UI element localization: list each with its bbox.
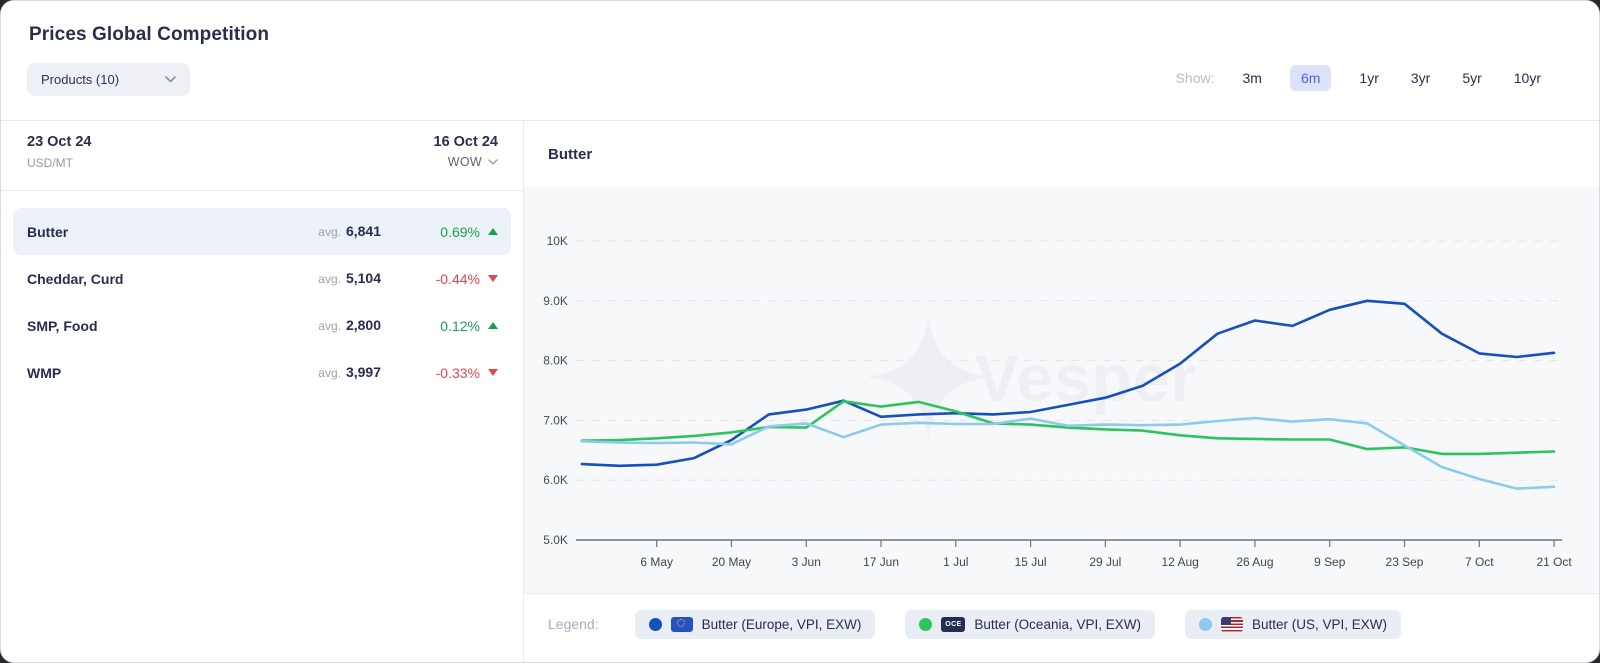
compare-date: 16 Oct 24 — [433, 134, 499, 150]
trend-down-icon — [488, 275, 498, 282]
product-row-wmp[interactable]: WMP avg. 3,997 -0.33% — [1, 349, 523, 396]
trend-up-icon — [488, 228, 498, 235]
svg-text:1 Jul: 1 Jul — [943, 555, 968, 569]
chart-panel: Butter Vesper 10K 9.0K 8.0K 7.0K 6.0K 5.0K 6 M… — [524, 121, 1599, 662]
change-percent: -0.44% — [435, 270, 480, 287]
products-dropdown[interactable]: Products (10) — [27, 63, 190, 96]
product-name: Butter — [27, 223, 69, 240]
svg-text:3 Jun: 3 Jun — [792, 555, 821, 569]
price-chart-area: Vesper 10K 9.0K 8.0K 7.0K 6.0K 5.0K 6 May 20 Ma… — [524, 187, 1599, 593]
svg-text:7 Oct: 7 Oct — [1465, 555, 1494, 569]
product-row-smp-food[interactable]: SMP, Food avg. 2,800 0.12% — [1, 302, 523, 349]
us-flag-icon — [1220, 616, 1243, 632]
time-range-5yr[interactable]: 5yr — [1462, 70, 1482, 86]
change-percent: 0.12% — [440, 317, 480, 334]
oceania-flag-icon: OCE — [941, 616, 966, 632]
svg-text:10K: 10K — [547, 234, 568, 248]
svg-text:7.0K: 7.0K — [543, 413, 568, 427]
price-chart: Vesper 10K 9.0K 8.0K 7.0K 6.0K 5.0K 6 May 20 Ma… — [543, 234, 1572, 569]
change-percent: -0.33% — [435, 364, 480, 381]
svg-text:6.0K: 6.0K — [543, 473, 568, 487]
product-row-butter[interactable]: Butter avg. 6,841 0.69% — [1, 208, 523, 255]
unit-label: USD/MT — [27, 156, 73, 170]
show-label: Show: — [1175, 70, 1215, 86]
legend-item-us[interactable]: Butter (US, VPI, EXW) — [1184, 609, 1402, 639]
panel-divider — [523, 121, 524, 662]
svg-text:5.0K: 5.0K — [543, 533, 568, 547]
legend-item-label: Butter (Oceania, VPI, EXW) — [974, 616, 1141, 632]
product-name: SMP, Food — [27, 317, 98, 334]
product-name: Cheddar, Curd — [27, 270, 124, 287]
comparison-panel-header: 23 Oct 24 USD/MT 16 Oct 24 WOW — [1, 121, 523, 191]
oceania-series-dot — [919, 617, 933, 631]
avg-value: 6,841 — [345, 222, 381, 239]
svg-text:12 Aug: 12 Aug — [1162, 555, 1199, 569]
avg-label: avg. — [318, 318, 341, 333]
time-range-3yr[interactable]: 3yr — [1410, 70, 1431, 86]
trend-up-icon — [488, 322, 498, 329]
time-range-3m[interactable]: 3m — [1242, 70, 1262, 86]
svg-text:26 Aug: 26 Aug — [1236, 555, 1273, 569]
europe-series-dot — [648, 617, 662, 631]
change-percent: 0.69% — [440, 223, 480, 240]
time-range-6m[interactable]: 6m — [1289, 65, 1332, 91]
time-range-10yr[interactable]: 10yr — [1513, 70, 1541, 86]
compare-mode-dropdown[interactable]: WOW — [434, 155, 499, 169]
chevron-down-icon — [488, 159, 498, 165]
chart-title: Butter — [548, 145, 593, 163]
avg-value: 5,104 — [345, 269, 381, 286]
legend-item-oceania[interactable]: OCE Butter (Oceania, VPI, EXW) — [905, 609, 1155, 639]
legend-item-label: Butter (US, VPI, EXW) — [1251, 616, 1388, 632]
svg-text:6 May: 6 May — [640, 555, 673, 569]
eu-flag-icon — [670, 616, 693, 632]
avg-value: 2,800 — [345, 316, 381, 333]
svg-text:8.0K: 8.0K — [543, 354, 568, 368]
svg-text:9.0K: 9.0K — [543, 294, 568, 308]
svg-text:Vesper: Vesper — [975, 341, 1197, 415]
time-range-selector: Show: 3m 6m 1yr 3yr 5yr 10yr — [1176, 65, 1545, 91]
legend-item-europe[interactable]: Butter (Europe, VPI, EXW) — [634, 609, 876, 639]
svg-text:9 Sep: 9 Sep — [1314, 555, 1346, 569]
product-name: WMP — [27, 364, 62, 381]
header: Prices Global Competition Products (10) … — [1, 1, 1599, 121]
chevron-down-icon — [165, 76, 176, 83]
svg-text:17 Jun: 17 Jun — [863, 555, 899, 569]
us-series-dot — [1198, 617, 1212, 631]
products-dropdown-label: Products (10) — [41, 72, 120, 87]
avg-label: avg. — [318, 365, 341, 380]
current-date: 23 Oct 24 — [27, 134, 92, 150]
compare-mode-label: WOW — [447, 155, 482, 169]
time-range-1yr[interactable]: 1yr — [1359, 70, 1379, 86]
avg-value: 3,997 — [345, 363, 381, 380]
product-row-cheddar-curd[interactable]: Cheddar, Curd avg. 5,104 -0.44% — [1, 255, 523, 302]
product-list: Butter avg. 6,841 0.69% Cheddar, Curd avg… — [1, 191, 523, 396]
avg-label: avg. — [318, 224, 341, 239]
trend-down-icon — [488, 369, 498, 376]
svg-text:15 Jul: 15 Jul — [1015, 555, 1047, 569]
comparison-panel: 23 Oct 24 USD/MT 16 Oct 24 WOW Butter av… — [1, 121, 523, 662]
legend-label: Legend: — [548, 616, 599, 632]
page-title: Prices Global Competition — [29, 24, 270, 45]
svg-text:21 Oct: 21 Oct — [1536, 555, 1572, 569]
legend: Legend: Butter (Europe, VPI, EXW) OCE Bu… — [524, 593, 1599, 662]
svg-text:29 Jul: 29 Jul — [1089, 555, 1121, 569]
svg-text:23 Sep: 23 Sep — [1386, 555, 1424, 569]
legend-item-label: Butter (Europe, VPI, EXW) — [701, 616, 862, 632]
svg-text:20 May: 20 May — [712, 555, 751, 569]
avg-label: avg. — [318, 271, 341, 286]
